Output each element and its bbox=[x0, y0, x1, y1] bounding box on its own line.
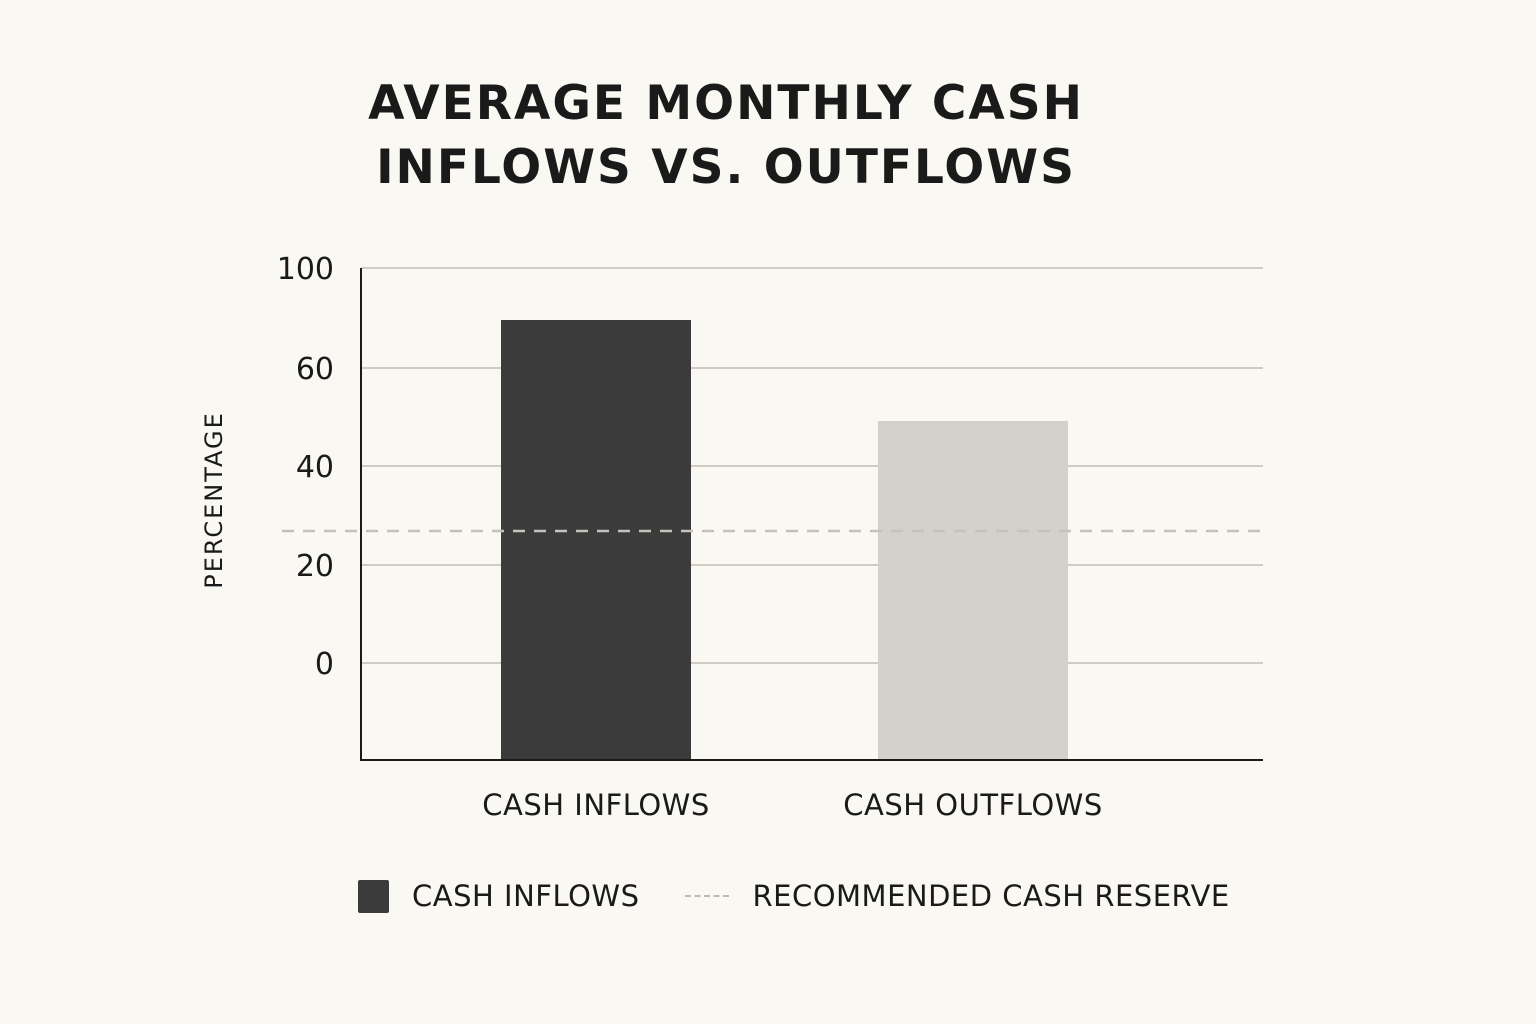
legend-label-reserve: RECOMMENDED CASH RESERVE bbox=[752, 879, 1230, 913]
legend-dash-reserve bbox=[685, 895, 730, 897]
legend-swatch-cash-inflows bbox=[358, 879, 389, 913]
y-axis-label: PERCENTAGE bbox=[200, 411, 228, 589]
chart-title-line-1: AVERAGE MONTHLY CASH bbox=[368, 76, 1084, 131]
bar-cash-inflows bbox=[501, 320, 691, 760]
chart-title-line-2: INFLOWS VS. OUTFLOWS bbox=[376, 140, 1076, 195]
y-tick-label-0: 0 bbox=[315, 647, 334, 682]
chart-title: AVERAGE MONTHLY CASH INFLOWS VS. OUTFLOW… bbox=[300, 72, 1152, 200]
x-tick-label-cash-inflows: CASH INFLOWS bbox=[482, 788, 709, 822]
y-tick-label-20: 20 bbox=[296, 549, 334, 584]
bar-cash-outflows bbox=[878, 421, 1068, 760]
y-tick-label-60: 60 bbox=[296, 352, 334, 387]
y-tick-label-100: 100 bbox=[277, 252, 334, 287]
legend-label-cash-inflows: CASH INFLOWS bbox=[412, 879, 640, 913]
x-tick-label-cash-outflows: CASH OUTFLOWS bbox=[843, 788, 1103, 822]
legend: CASH INFLOWS RECOMMENDED CASH RESERVE bbox=[358, 876, 1230, 916]
y-tick-label-40: 40 bbox=[296, 450, 334, 485]
